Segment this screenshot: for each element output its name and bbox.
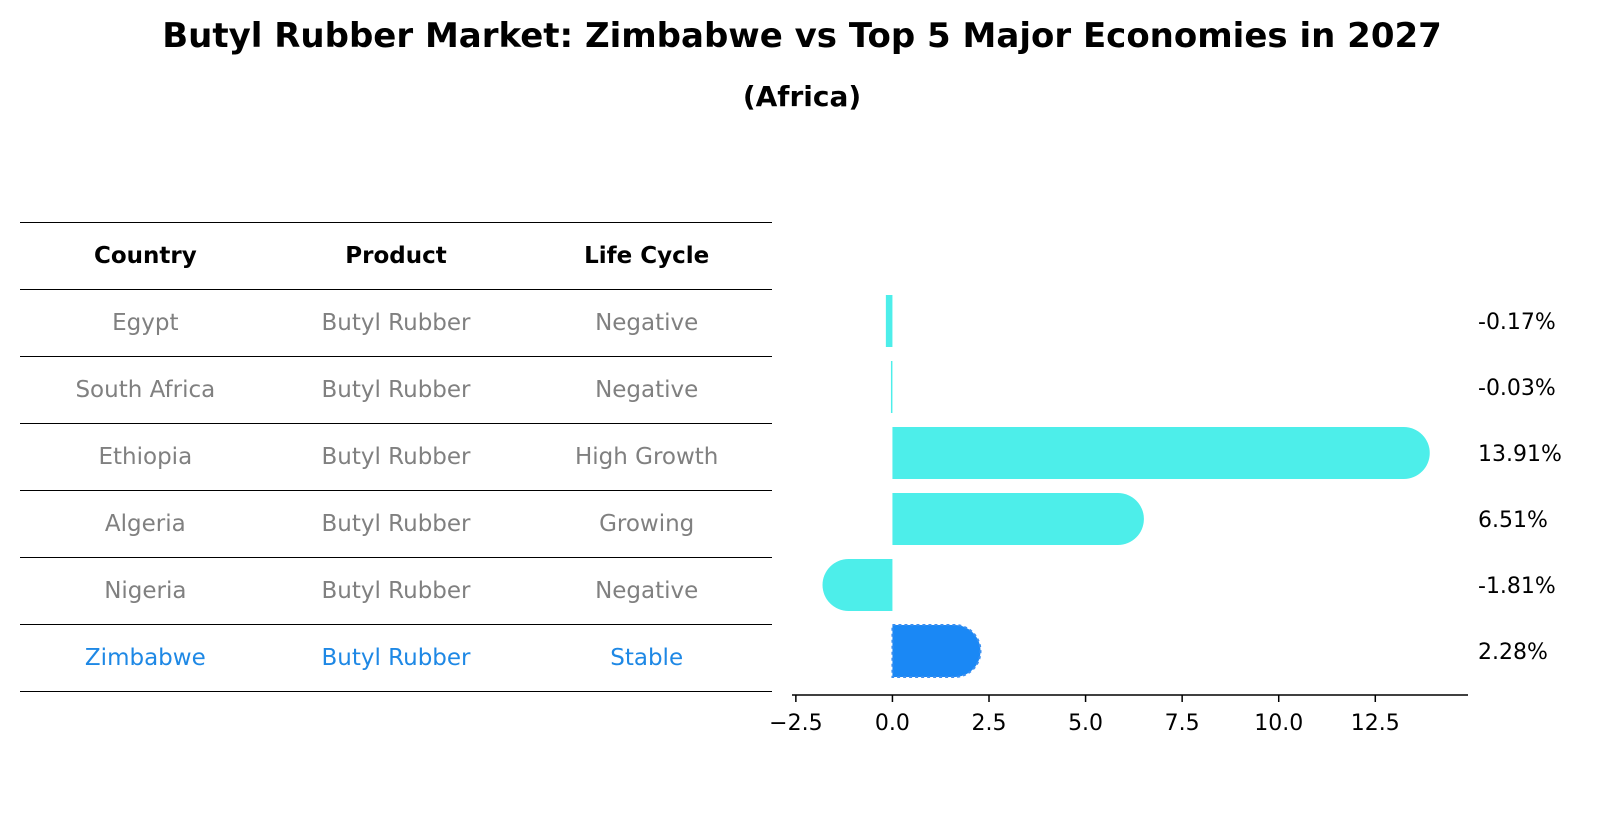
cell-life-cycle: High Growth bbox=[574, 444, 719, 470]
x-tick-label: 10.0 bbox=[1254, 711, 1303, 736]
cell-life-cycle: Negative bbox=[595, 578, 699, 604]
value-label: -1.81% bbox=[1478, 574, 1556, 599]
cell-life-cycle: Growing bbox=[599, 511, 695, 537]
value-label: -0.03% bbox=[1478, 376, 1556, 401]
x-tick-label: 5.0 bbox=[1068, 711, 1103, 736]
value-label: 6.51% bbox=[1478, 508, 1548, 533]
x-tick-label: 2.5 bbox=[972, 711, 1007, 736]
cell-life-cycle: Stable bbox=[610, 645, 684, 671]
value-label: 13.91% bbox=[1478, 442, 1562, 467]
cell-product: Butyl Rubber bbox=[321, 310, 471, 336]
table-row: Nigeria Butyl Rubber Negative bbox=[20, 557, 772, 624]
cell-country: Nigeria bbox=[104, 578, 187, 604]
table-row: Algeria Butyl Rubber Growing bbox=[20, 490, 772, 557]
cell-product: Butyl Rubber bbox=[321, 645, 471, 671]
header-country: Country bbox=[93, 243, 197, 269]
cell-country: Zimbabwe bbox=[84, 645, 206, 671]
table-row-highlight: Zimbabwe Butyl Rubber Stable bbox=[20, 624, 772, 692]
cell-country: South Africa bbox=[75, 377, 216, 403]
cell-product: Butyl Rubber bbox=[321, 511, 471, 537]
x-tick-label: 12.5 bbox=[1351, 711, 1400, 736]
table-row: Egypt Butyl Rubber Negative bbox=[20, 289, 772, 356]
cell-life-cycle: Negative bbox=[595, 310, 699, 336]
bar bbox=[892, 427, 1430, 479]
value-label: -0.17% bbox=[1478, 310, 1556, 335]
cell-product: Butyl Rubber bbox=[321, 377, 471, 403]
header-product: Product bbox=[345, 243, 447, 269]
table-row: Ethiopia Butyl Rubber High Growth bbox=[20, 423, 772, 490]
chart-title: Butyl Rubber Market: Zimbabwe vs Top 5 M… bbox=[162, 16, 1442, 56]
chart-subtitle: (Africa) bbox=[742, 80, 862, 113]
table-row: South Africa Butyl Rubber Negative bbox=[20, 356, 772, 423]
cell-product: Butyl Rubber bbox=[321, 444, 471, 470]
data-table: Country Product Life Cycle Egypt Butyl R… bbox=[20, 222, 772, 692]
x-tick-label: 7.5 bbox=[1165, 711, 1200, 736]
bar bbox=[885, 295, 893, 347]
cell-country: Algeria bbox=[104, 511, 186, 537]
cell-product: Butyl Rubber bbox=[321, 578, 471, 604]
value-label: 2.28% bbox=[1478, 640, 1548, 665]
x-tick-label: −2.5 bbox=[769, 711, 822, 736]
bar-highlight bbox=[891, 624, 982, 678]
cell-country: Egypt bbox=[112, 310, 179, 336]
cell-country: Ethiopia bbox=[98, 444, 193, 470]
x-tick-label: 0.0 bbox=[875, 711, 910, 736]
cell-life-cycle: Negative bbox=[595, 377, 699, 403]
bar bbox=[890, 361, 893, 413]
bar bbox=[822, 559, 893, 611]
bar bbox=[892, 493, 1144, 545]
table-header-row: Country Product Life Cycle bbox=[20, 222, 772, 289]
header-life-cycle: Life Cycle bbox=[584, 243, 710, 269]
